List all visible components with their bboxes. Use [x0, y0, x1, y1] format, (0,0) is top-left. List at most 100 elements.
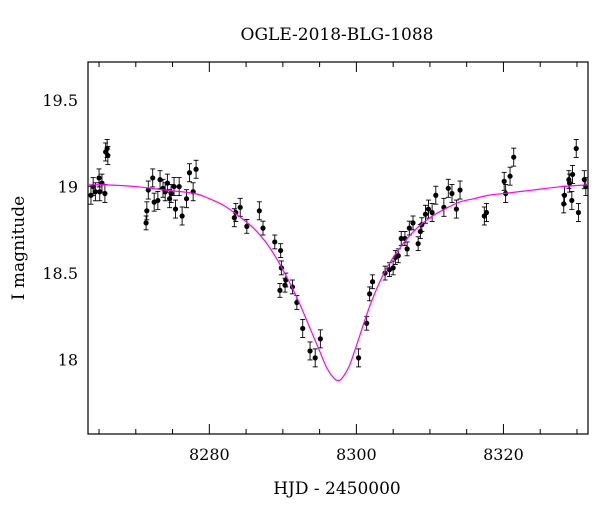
- data-marker: [398, 235, 404, 242]
- data-point: [92, 182, 98, 202]
- data-marker: [168, 190, 174, 197]
- data-marker: [272, 239, 278, 245]
- x-tick-label-8320: 8320: [483, 445, 524, 464]
- x-tick-labels: 8280 8300 8320: [189, 445, 524, 464]
- data-point: [102, 184, 108, 203]
- data-point: [433, 185, 439, 205]
- data-marker: [449, 190, 455, 197]
- data-marker: [369, 279, 376, 285]
- model-curve: [87, 184, 589, 382]
- major-ticks: [208, 62, 504, 434]
- data-marker: [567, 180, 573, 186]
- data-point: [233, 203, 239, 222]
- data-marker: [307, 348, 313, 354]
- data-marker: [244, 223, 250, 229]
- data-marker: [433, 192, 439, 198]
- data-point: [176, 177, 182, 197]
- data-point: [256, 201, 262, 221]
- data-point: [507, 166, 513, 186]
- data-marker: [415, 241, 421, 247]
- title-group: OGLE-2018-BLG-1088: [241, 25, 434, 45]
- data-marker: [312, 355, 318, 361]
- data-marker: [256, 208, 262, 214]
- plot-frame: [87, 61, 589, 435]
- data-point: [145, 180, 151, 200]
- data-point: [569, 165, 576, 184]
- data-marker: [483, 209, 490, 216]
- data-marker: [422, 211, 429, 217]
- data-point: [237, 197, 243, 217]
- data-point: [277, 283, 283, 298]
- data-point: [171, 177, 177, 197]
- data-marker: [105, 152, 111, 159]
- data-point: [410, 215, 416, 231]
- data-point: [422, 204, 429, 224]
- data-marker: [573, 145, 579, 152]
- chart-title: OGLE-2018-BLG-1088: [241, 25, 434, 45]
- x-axis-label: HJD - 2450000: [273, 479, 401, 499]
- data-marker: [367, 291, 373, 297]
- data-marker: [355, 355, 362, 361]
- data-point: [449, 184, 455, 203]
- data-point: [404, 241, 410, 257]
- data-point: [445, 178, 451, 198]
- data-marker: [193, 166, 199, 172]
- data-marker: [186, 170, 193, 176]
- data-point: [105, 145, 111, 165]
- data-marker: [395, 253, 401, 259]
- y-axis-label: I magnitude: [9, 196, 29, 300]
- data-point: [369, 274, 376, 290]
- y-tick-label-18-5: 18.5: [42, 264, 78, 283]
- data-marker: [260, 225, 266, 231]
- data-marker: [390, 265, 396, 271]
- data-marker: [575, 209, 582, 216]
- data-point: [457, 180, 463, 200]
- data-point: [355, 348, 362, 368]
- x-tick-label-8280: 8280: [189, 445, 230, 464]
- data-marker: [171, 183, 177, 190]
- data-point: [317, 329, 323, 349]
- data-marker: [507, 173, 513, 179]
- data-point: [312, 348, 318, 368]
- data-point: [150, 168, 156, 188]
- data-marker: [155, 197, 161, 204]
- data-marker: [445, 185, 451, 191]
- data-point: [573, 139, 579, 158]
- data-point: [190, 182, 196, 202]
- data-point: [511, 147, 517, 167]
- data-marker: [425, 206, 432, 212]
- data-point: [429, 203, 435, 222]
- data-marker: [364, 320, 370, 326]
- data-marker: [511, 154, 517, 160]
- data-point: [193, 159, 199, 179]
- data-point: [260, 220, 266, 236]
- data-point: [278, 243, 284, 258]
- data-marker: [176, 183, 182, 190]
- x-tick-label-8300: 8300: [336, 445, 377, 464]
- y-tick-label-18: 18: [58, 351, 78, 370]
- data-marker: [96, 175, 102, 181]
- data-marker: [179, 213, 185, 219]
- data-marker: [277, 287, 283, 293]
- data-marker: [157, 177, 163, 183]
- y-tick-label-19: 19: [58, 178, 78, 197]
- data-marker: [300, 325, 306, 332]
- data-marker: [145, 187, 151, 193]
- data-marker: [404, 246, 410, 252]
- data-point: [172, 199, 179, 219]
- y-tick-labels: 18 18.5 19 19.5: [42, 91, 78, 370]
- data-points: [88, 139, 589, 368]
- data-marker: [143, 220, 149, 226]
- data-marker: [278, 247, 284, 254]
- data-marker: [457, 187, 463, 193]
- data-marker: [104, 145, 110, 152]
- data-marker: [172, 206, 179, 212]
- data-point: [441, 197, 447, 217]
- data-point: [300, 319, 306, 338]
- data-marker: [150, 175, 156, 181]
- data-point: [179, 206, 185, 226]
- y-tick-label-19-5: 19.5: [42, 91, 78, 110]
- data-point: [186, 163, 193, 183]
- data-marker: [183, 196, 190, 202]
- data-point: [155, 190, 161, 210]
